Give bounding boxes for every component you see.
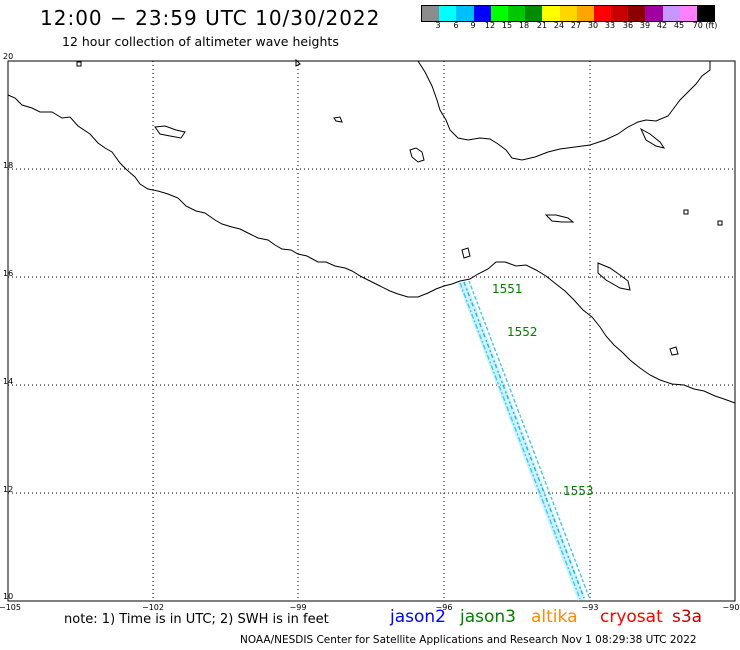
scale-label: 45 — [673, 21, 685, 30]
pass-label: 1552 — [507, 325, 538, 339]
wave-height-color-scale — [421, 5, 716, 22]
lon-label: −93 — [582, 603, 599, 612]
footnote: note: 1) Time is in UTC; 2) SWH is in fe… — [64, 612, 329, 627]
scale-swatch-3 — [473, 6, 491, 21]
lat-label: 10 — [3, 592, 13, 601]
credit-line: NOAA/NESDIS Center for Satellite Applica… — [240, 634, 697, 646]
track-line — [463, 281, 585, 599]
lon-label: −105 — [0, 603, 21, 612]
scale-label: 24 — [553, 21, 565, 30]
lon-label: −96 — [436, 603, 453, 612]
scale-label: 6 — [453, 21, 459, 30]
graticule — [8, 61, 735, 601]
scale-swatch-11 — [611, 6, 629, 21]
scale-swatch-13 — [645, 6, 663, 21]
scale-swatch-14 — [662, 6, 680, 21]
pass-label: 1553 — [563, 484, 594, 498]
scale-swatch-4 — [490, 6, 508, 21]
island — [461, 247, 471, 259]
scale-swatch-5 — [507, 6, 526, 21]
island — [295, 58, 301, 67]
satellite-altika-legend: altika — [531, 607, 578, 627]
lat-label: 12 — [3, 485, 13, 494]
pass-label: 1551 — [492, 282, 523, 296]
island — [683, 209, 689, 215]
island — [597, 262, 631, 291]
island — [639, 127, 666, 149]
track-line — [459, 282, 581, 600]
island — [717, 220, 723, 226]
scale-swatch-9 — [576, 6, 594, 21]
scale-label: 36 — [622, 21, 634, 30]
scale-swatch-0 — [422, 6, 440, 21]
scale-label: 27 — [570, 21, 582, 30]
island — [544, 214, 575, 223]
map-subtitle: 12 hour collection of altimeter wave hei… — [62, 34, 339, 49]
scale-swatch-8 — [559, 6, 577, 21]
track-line — [468, 280, 590, 598]
island — [669, 346, 679, 356]
scale-label: 70 (ft) — [692, 21, 718, 30]
pacific-coastline — [7, 94, 736, 404]
scale-label: 33 — [604, 21, 616, 30]
scale-swatch-7 — [542, 6, 560, 21]
satellite-jason2-legend: jason2 — [390, 607, 446, 627]
scale-swatch-16 — [697, 6, 715, 21]
track-swath — [458, 281, 586, 601]
scale-label: 30 — [587, 21, 599, 30]
color-scale-labels: 3 6 9 12 15 18 21 24 27 30 33 36 39 42 4… — [421, 21, 740, 33]
lon-label: −102 — [142, 603, 164, 612]
scale-label: 18 — [518, 21, 530, 30]
map-frame — [7, 60, 736, 602]
lat-label: 16 — [3, 269, 13, 278]
scale-label: 3 — [435, 21, 441, 30]
lat-label: 14 — [3, 377, 13, 386]
lon-label: −90 — [723, 603, 740, 612]
longitude-labels: −105 −102 −99 −96 −93 −90 — [0, 603, 739, 612]
scale-swatch-15 — [679, 6, 697, 21]
scale-swatch-6 — [525, 6, 543, 21]
scale-label: 39 — [639, 21, 651, 30]
pass-labels: 1551 1552 1553 — [492, 282, 594, 498]
island — [333, 116, 343, 123]
scale-swatch-12 — [628, 6, 646, 21]
scale-label: 21 — [536, 21, 548, 30]
satellite-s3a-legend: s3a — [672, 607, 703, 627]
scale-label: 42 — [656, 21, 668, 30]
scale-swatch-10 — [593, 6, 612, 21]
island — [76, 61, 82, 67]
jason3-swh-track — [458, 280, 590, 601]
latitude-labels: 20 18 16 14 12 10 — [3, 52, 13, 601]
scale-swatch-2 — [456, 6, 474, 21]
scale-label: 15 — [501, 21, 513, 30]
map-title: 12:00 − 23:59 UTC 10/30/2022 — [40, 6, 381, 30]
scale-swatch-1 — [439, 6, 457, 21]
coastlines — [7, 58, 736, 404]
lon-label: −99 — [290, 603, 307, 612]
gulf-coastline — [417, 60, 711, 161]
lat-label: 18 — [3, 161, 13, 170]
lat-label: 20 — [3, 52, 13, 61]
satellite-cryosat-legend: cryosat — [600, 607, 663, 627]
island — [154, 125, 186, 139]
scale-label: 12 — [484, 21, 496, 30]
satellite-jason3-legend: jason3 — [460, 607, 516, 627]
island — [409, 147, 425, 163]
scale-label: 9 — [470, 21, 476, 30]
